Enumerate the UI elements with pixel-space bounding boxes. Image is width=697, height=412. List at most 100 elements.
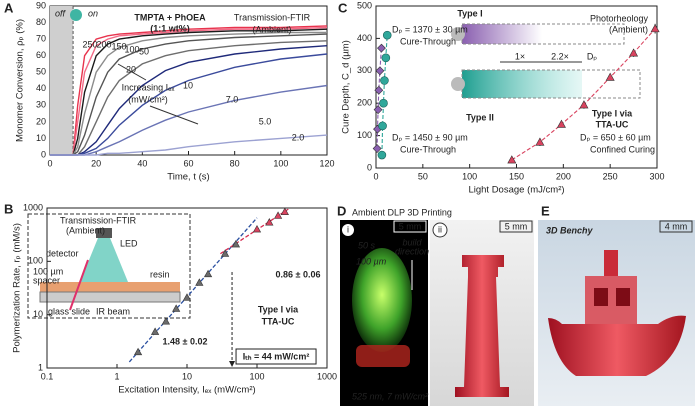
y-tick-label: 1000 (23, 202, 43, 212)
panel-letter: E (541, 203, 550, 218)
x-axis-label: Time, t (s) (167, 172, 209, 183)
series-name: Type I via (592, 108, 633, 118)
scale-box (499, 220, 533, 233)
x-tick-label: 1000 (317, 371, 337, 381)
inset-label: LED (120, 238, 138, 248)
print-glow (352, 248, 412, 352)
point (379, 98, 388, 108)
x-tick-label: 120 (319, 158, 334, 168)
threshold-label: Iₜₕ = 44 mW/cm² (243, 351, 310, 361)
point (265, 218, 274, 226)
threshold-arrowhead (229, 361, 236, 367)
point (203, 269, 213, 278)
series-label: 100 (124, 44, 139, 54)
scale-label: 5 mm (399, 221, 422, 231)
inset-label: detector (46, 248, 79, 258)
cylinder-outline (461, 23, 625, 45)
point (629, 48, 639, 57)
point (372, 144, 382, 153)
x-tick-label: 40 (137, 158, 147, 168)
series-annotation: Dₚ = 650 ± 60 µm (580, 132, 651, 142)
y-tick-label: 500 (357, 0, 372, 10)
annotation: Transmission-FTIR (234, 12, 311, 22)
y-axis-label: Monomer Conversion, ρₚ (%) (15, 19, 26, 142)
point (374, 85, 384, 95)
point (280, 207, 289, 215)
y-tick-label: 0 (41, 149, 46, 159)
series-label: 7.0 (226, 94, 239, 104)
x-tick-label: 1 (114, 371, 119, 381)
resin (40, 282, 180, 292)
point (380, 76, 389, 85)
conversion-line (50, 31, 327, 156)
point (650, 24, 660, 33)
annotation: 1× (515, 51, 525, 61)
series-annotation: Dₚ = 1370 ± 30 µm (392, 24, 468, 34)
annotation: (1:1 wt%) (150, 23, 190, 33)
window (594, 288, 608, 306)
x-axis-label: Excitation Intensity, Iₑₓ (mW/cm²) (118, 385, 255, 396)
photo-text: direction (395, 246, 429, 256)
x-tick-label: 150 (509, 171, 524, 181)
series-name: Type II (466, 112, 494, 122)
y-tick-label: 100 (28, 256, 43, 266)
point (161, 317, 171, 325)
point (150, 327, 160, 335)
badge (432, 222, 448, 238)
inset-label: IR beam (96, 306, 130, 316)
conversion-line (50, 26, 328, 156)
inset-subtitle: (Ambient) (66, 225, 105, 235)
photo-title: Ambient DLP 3D Printing (352, 207, 452, 217)
inset (27, 213, 191, 319)
point (579, 100, 589, 109)
point (182, 293, 192, 301)
scale-box (393, 220, 427, 233)
point (378, 121, 387, 131)
off-label: off (55, 8, 67, 18)
inset-label: glass slide (48, 306, 90, 316)
scale-label: 5 mm (505, 221, 528, 231)
series-label: 20 (126, 64, 136, 74)
x-tick-label: 20 (91, 158, 101, 168)
inset-label: resin (150, 269, 170, 279)
badge (342, 224, 354, 236)
x-tick-label: 250 (603, 171, 618, 181)
window (616, 288, 630, 306)
conversion-line (50, 28, 328, 156)
photo-text: 525 nm, 7 mW/cm² (352, 391, 429, 401)
hull (548, 315, 686, 376)
scale-box (659, 220, 693, 233)
tower (455, 255, 509, 397)
glass (39, 291, 181, 303)
annotation: Type I via (258, 304, 299, 314)
y-tick-label: 100 (357, 130, 372, 140)
x-tick-label: 100 (462, 171, 477, 181)
x-tick-label: 80 (230, 158, 240, 168)
x-tick-label: 100 (273, 158, 288, 168)
series-annotation: Cure-Through (400, 144, 456, 154)
cylinder-type-ii (462, 70, 582, 98)
annotation: Photorheology (590, 13, 649, 23)
point (195, 278, 204, 286)
slope-label: 0.86 ± 0.06 (276, 269, 321, 279)
series-annotation: Dₚ = 1450 ± 90 µm (392, 132, 468, 142)
photo-label: ii (438, 224, 442, 234)
print-base (356, 345, 410, 367)
led-icon (70, 9, 82, 21)
x-tick-label: 10 (182, 371, 192, 381)
fit-line (128, 217, 258, 363)
x-tick-label: 60 (183, 158, 193, 168)
y-tick-label: 30 (36, 100, 46, 110)
point (273, 211, 283, 219)
annotation: 2.2× (551, 51, 569, 61)
x-tick-label: 0 (373, 171, 378, 181)
scale-label: 4 mm (665, 221, 688, 231)
annotation: TTA-UC (262, 316, 295, 326)
led-body (96, 228, 112, 238)
photo-art (340, 220, 695, 406)
point (133, 347, 143, 356)
conversion-line (50, 134, 328, 156)
y-tick-label: 300 (357, 65, 372, 75)
inset-label: 100 µm (33, 266, 63, 276)
